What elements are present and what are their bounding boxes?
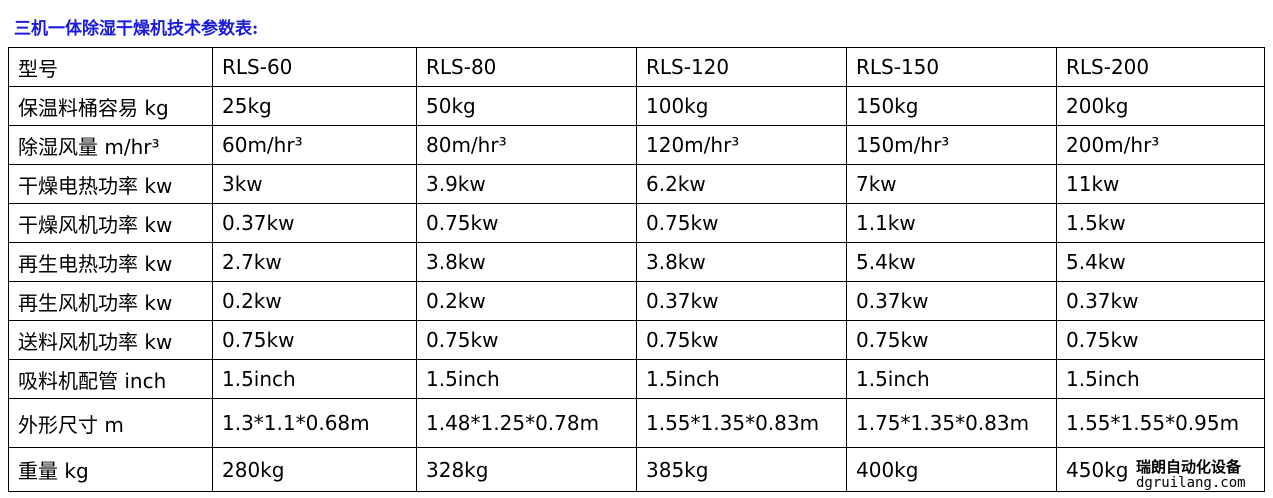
spec-table: 型号 RLS-60 RLS-80 RLS-120 RLS-150 RLS-200 保温料桶容… [8, 47, 1265, 492]
cell: 400kg [846, 447, 1057, 492]
row-label: 干燥风机功率 kw [8, 203, 213, 243]
cell: 1.5inch [846, 359, 1057, 399]
cell: 0.2kw [416, 281, 637, 321]
row: 干燥电热功率 kw 3kw 3.9kw 6.2kw 7kw 11kw [8, 164, 1265, 204]
header-cell: RLS-120 [636, 47, 847, 87]
row: 送料风机功率 kw 0.75kw 0.75kw 0.75kw 0.75kw 0.75kw [8, 320, 1265, 360]
header-cell: RLS-60 [212, 47, 417, 87]
cell: 1.55*1.35*0.83m [636, 398, 847, 448]
header-cell: 型号 [8, 47, 213, 87]
row-label: 干燥电热功率 kw [8, 164, 213, 204]
cell: 0.37kw [1056, 281, 1265, 321]
cell: 60m/hr³ [212, 125, 417, 165]
row: 干燥风机功率 kw 0.37kw 0.75kw 0.75kw 1.1kw 1.5kw [8, 203, 1265, 243]
cell: 328kg [416, 447, 637, 492]
cell: 1.1kw [846, 203, 1057, 243]
cell: 450kg [1056, 447, 1265, 492]
cell: 3.8kw [636, 242, 847, 282]
cell: 200kg [1056, 86, 1265, 126]
header-row: 型号 RLS-60 RLS-80 RLS-120 RLS-150 RLS-200 [8, 47, 1265, 87]
cell: 0.37kw [846, 281, 1057, 321]
cell: 120m/hr³ [636, 125, 847, 165]
row: 重量 kg 280kg 328kg 385kg 400kg 450kg [8, 447, 1265, 492]
cell: 6.2kw [636, 164, 847, 204]
row: 吸料机配管 inch 1.5inch 1.5inch 1.5inch 1.5inch 1.… [8, 359, 1265, 399]
row-label: 再生风机功率 kw [8, 281, 213, 321]
cell: 385kg [636, 447, 847, 492]
row: 外形尺寸 m 1.3*1.1*0.68m 1.48*1.25*0.78m 1.55*1… [8, 398, 1265, 448]
cell: 100kg [636, 86, 847, 126]
cell: 0.75kw [416, 203, 637, 243]
cell: 280kg [212, 447, 417, 492]
cell: 1.48*1.25*0.78m [416, 398, 637, 448]
cell: 0.75kw [636, 203, 847, 243]
cell: 3.8kw [416, 242, 637, 282]
cell: 1.75*1.35*0.83m [846, 398, 1057, 448]
cell: 0.75kw [636, 320, 847, 360]
cell: 11kw [1056, 164, 1265, 204]
cell: 1.5inch [416, 359, 637, 399]
cell: 1.5inch [1056, 359, 1265, 399]
row: 再生风机功率 kw 0.2kw 0.2kw 0.37kw 0.37kw 0.37kw [8, 281, 1265, 321]
cell: 50kg [416, 86, 637, 126]
cell: 5.4kw [846, 242, 1057, 282]
cell: 150kg [846, 86, 1057, 126]
cell: 5.4kw [1056, 242, 1265, 282]
cell: 3.9kw [416, 164, 637, 204]
row-label: 再生电热功率 kw [8, 242, 213, 282]
cell: 1.5kw [1056, 203, 1265, 243]
cell: 150m/hr³ [846, 125, 1057, 165]
header-cell: RLS-150 [846, 47, 1057, 87]
cell: 25kg [212, 86, 417, 126]
cell: 1.55*1.55*0.95m [1056, 398, 1265, 448]
cell: 0.37kw [212, 203, 417, 243]
title: 三机一体除湿干燥机技术参数表: [14, 19, 259, 39]
cell: 0.75kw [846, 320, 1057, 360]
cell: 0.37kw [636, 281, 847, 321]
cell: 1.5inch [212, 359, 417, 399]
row-label: 除湿风量 m/hr³ [8, 125, 213, 165]
row-label: 保温料桶容易 kg [8, 86, 213, 126]
cell: 80m/hr³ [416, 125, 637, 165]
cell: 0.75kw [416, 320, 637, 360]
row-label: 重量 kg [8, 447, 213, 492]
watermark-name: 瑞朗自动化设备 [1136, 458, 1242, 476]
row-label: 吸料机配管 inch [8, 359, 213, 399]
row: 保温料桶容易 kg 25kg 50kg 100kg 150kg 200kg [8, 86, 1265, 126]
row-label: 外形尺寸 m [8, 398, 213, 448]
cell: 2.7kw [212, 242, 417, 282]
cell: 0.75kw [1056, 320, 1265, 360]
cell: 1.5inch [636, 359, 847, 399]
cell: 0.2kw [212, 281, 417, 321]
cell: 1.3*1.1*0.68m [212, 398, 417, 448]
row: 除湿风量 m/hr³ 60m/hr³ 80m/hr³ 120m/hr³ 150m/hr³… [8, 125, 1265, 165]
watermark-url: dgruilang.com [1136, 475, 1246, 491]
row: 再生电热功率 kw 2.7kw 3.8kw 3.8kw 5.4kw 5.4kw [8, 242, 1265, 282]
header-cell: RLS-200 [1056, 47, 1265, 87]
cell: 200m/hr³ [1056, 125, 1265, 165]
row-label: 送料风机功率 kw [8, 320, 213, 360]
cell: 0.75kw [212, 320, 417, 360]
cell: 7kw [846, 164, 1057, 204]
header-cell: RLS-80 [416, 47, 637, 87]
cell: 3kw [212, 164, 417, 204]
